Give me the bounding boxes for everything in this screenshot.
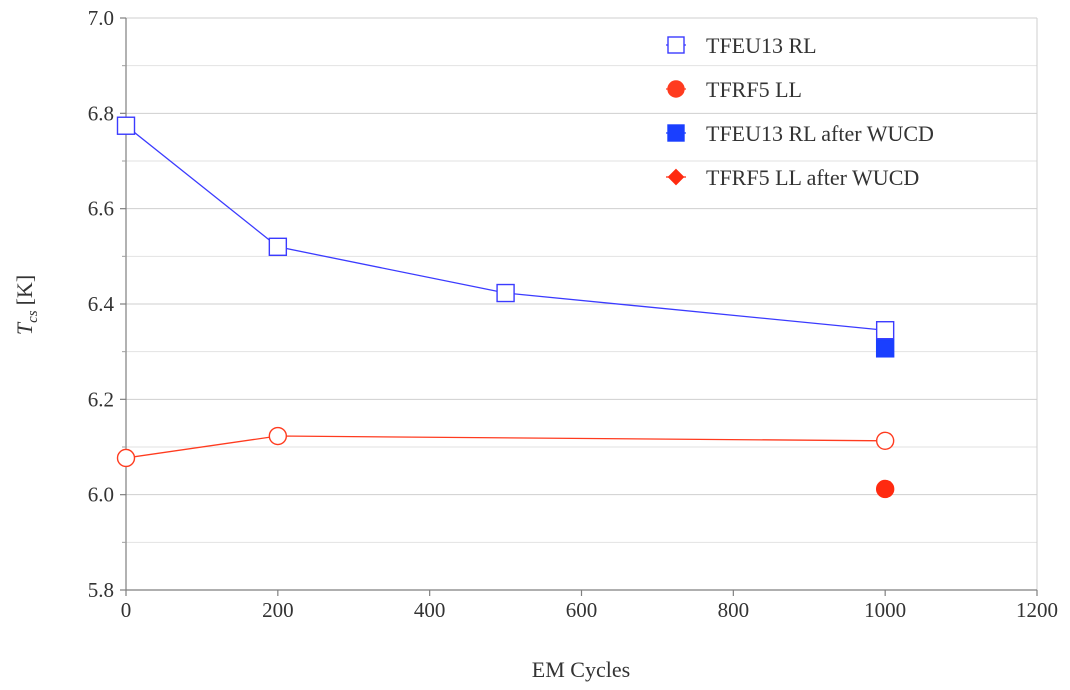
y-axis-title-unit: [K] [12, 275, 37, 306]
y-tick-label: 5.8 [88, 578, 114, 602]
x-tick-label: 600 [566, 598, 598, 622]
data-point [268, 237, 288, 257]
legend-marker [667, 124, 685, 142]
y-tick-label: 7.0 [88, 6, 114, 30]
y-tick-label: 6.6 [88, 197, 114, 221]
data-point [875, 321, 895, 340]
series-layer [116, 116, 895, 499]
legend-item: TFRF5 LL after WUCD [666, 165, 919, 190]
y-tick-label: 6.4 [88, 292, 115, 316]
x-tick-label: 0 [121, 598, 132, 622]
legend-marker [667, 80, 685, 98]
x-tick-label: 800 [718, 598, 750, 622]
data-point [116, 116, 136, 135]
x-tick-label: 1200 [1016, 598, 1058, 622]
series-3 [875, 479, 895, 499]
legend-label: TFRF5 LL [706, 77, 802, 102]
grid-layer [126, 17, 1038, 590]
data-point [875, 339, 895, 358]
series-1 [116, 426, 895, 468]
y-axis-title-subscript: cs [25, 310, 41, 323]
y-axis-title: Tcs [K] [12, 275, 41, 335]
axis-layer: 5.8 6.0 6.2 6.4 6.6 6.8 7.0 0 200 400 600 800 1000 12… [88, 6, 1058, 622]
x-tick-label: 200 [262, 598, 294, 622]
series-0 [116, 116, 895, 340]
legend-marker [667, 36, 685, 54]
series-2 [875, 339, 895, 358]
x-axis-title: EM Cycles [532, 657, 630, 682]
svg-text:Tcs[K]: Tcs [K] [12, 275, 41, 335]
x-tick-label: 1000 [864, 598, 906, 622]
legend-label: TFRF5 LL after WUCD [706, 165, 919, 190]
y-tick-label: 6.0 [88, 483, 114, 507]
x-tick-label: 400 [414, 598, 446, 622]
legend: TFEU13 RL TFRF5 LL TFEU13 RL after WUCD TFR… [666, 33, 934, 190]
data-point [268, 426, 288, 446]
legend-label: TFEU13 RL after WUCD [706, 121, 934, 146]
legend-label: TFEU13 RL [706, 33, 817, 58]
series-line [125, 125, 886, 331]
data-point [875, 431, 895, 451]
legend-item: TFEU13 RL [666, 33, 817, 58]
legend-item: TFEU13 RL after WUCD [666, 121, 934, 146]
y-tick-label: 6.8 [88, 101, 114, 125]
data-point [875, 479, 895, 499]
data-point [116, 448, 136, 468]
data-point [496, 283, 515, 303]
y-tick-label: 6.2 [88, 387, 114, 411]
legend-marker [667, 168, 685, 186]
legend-item: TFRF5 LL [666, 77, 802, 102]
y-axis-title-main: T [12, 321, 37, 335]
